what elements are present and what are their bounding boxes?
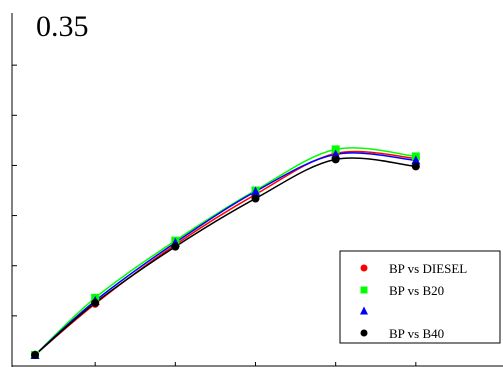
data-point-series-4 <box>31 350 40 359</box>
data-point-series-2 <box>331 145 340 154</box>
legend-label-series-1: BP vs DIESEL <box>389 261 467 276</box>
data-point-series-4 <box>411 162 420 171</box>
x-ticks <box>94 362 417 366</box>
data-point-series-4 <box>331 155 340 164</box>
y-ticks <box>12 64 17 317</box>
data-points <box>30 145 421 359</box>
legend-label-series-4: BP vs B40 <box>389 326 444 341</box>
data-point-series-4 <box>251 194 260 203</box>
data-point-series-4 <box>91 298 100 307</box>
data-point-series-4 <box>171 242 180 251</box>
fit-curve-series-3 <box>34 152 416 356</box>
fit-curve-series-2 <box>34 147 416 356</box>
legend-marker-series-1 <box>360 264 368 272</box>
data-point-series-3 <box>411 155 421 165</box>
legend: BP vs DIESEL BP vs B20 BP vs B40 <box>339 250 501 344</box>
legend-label-series-2: BP vs B20 <box>389 283 444 298</box>
legend-marker-series-2 <box>360 286 368 294</box>
axes <box>11 13 503 367</box>
legend-marker-series-3 <box>360 306 368 315</box>
legend-marker-series-4 <box>360 329 368 337</box>
chart-title: 0.35 <box>36 10 89 43</box>
data-point-series-3 <box>251 186 260 196</box>
